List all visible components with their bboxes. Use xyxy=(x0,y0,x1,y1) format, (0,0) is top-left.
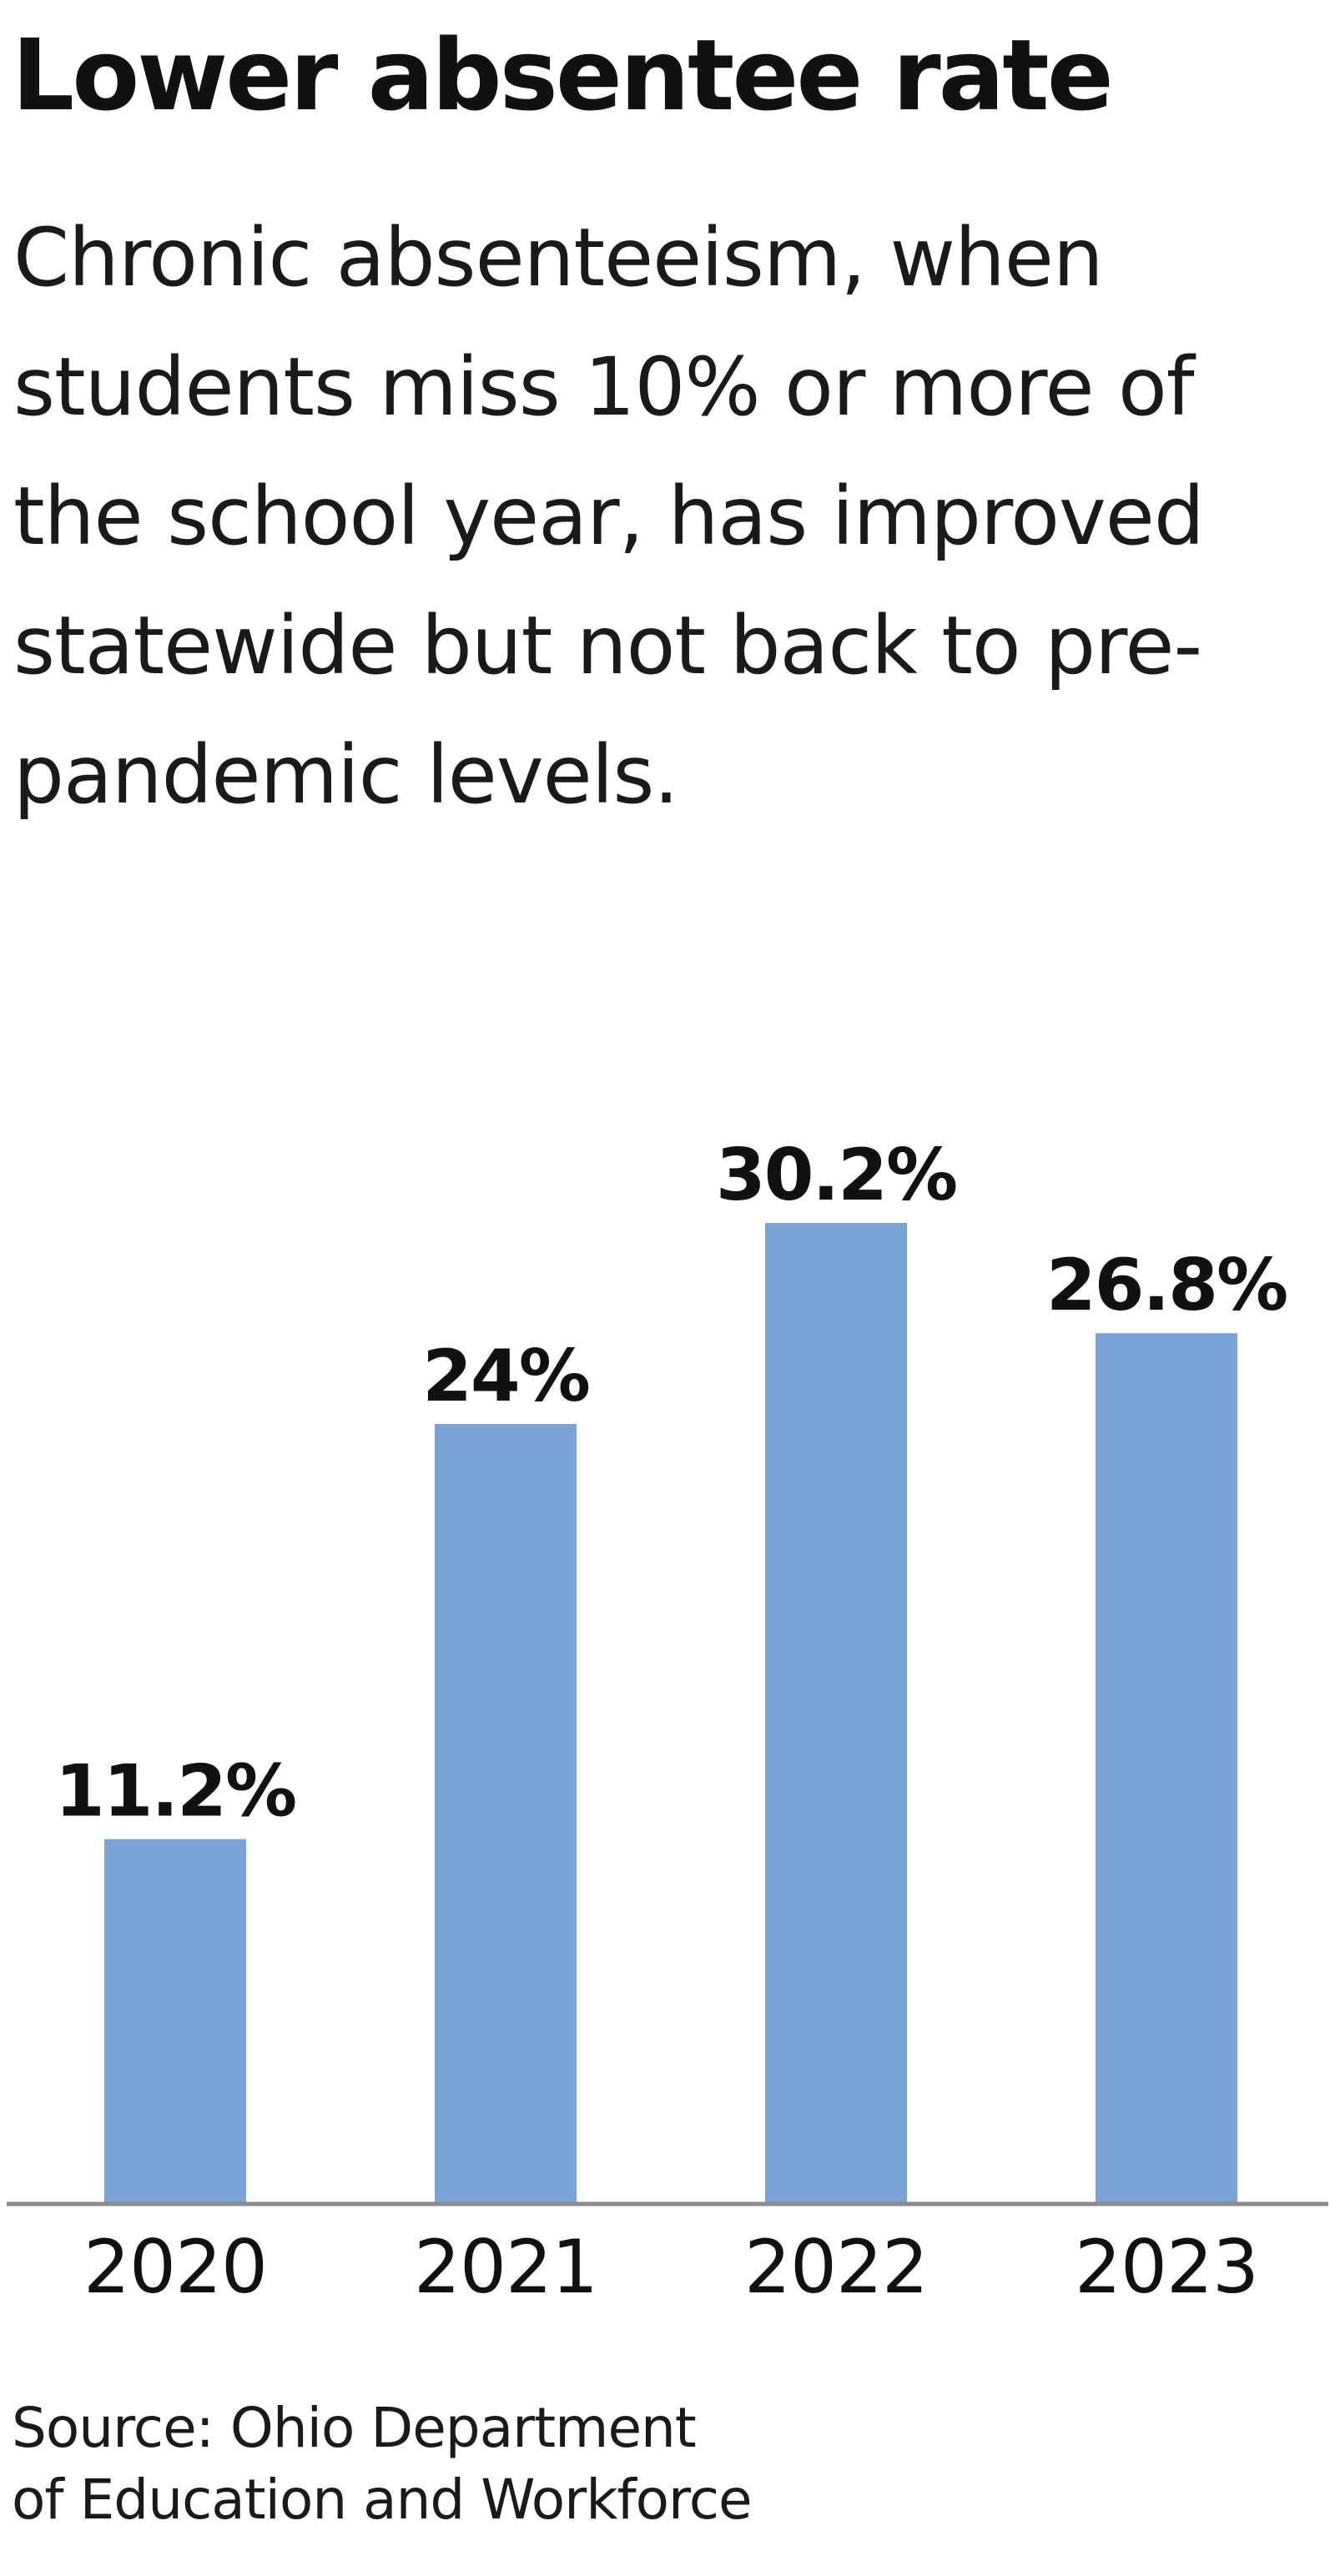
data-label-2023: 26.8% xyxy=(1046,1244,1287,1327)
data-label-2020: 11.2% xyxy=(55,1750,295,1834)
chart-subtitle: Chronic absenteeism, when students miss … xyxy=(13,211,1205,822)
data-label-2021: 24% xyxy=(422,1335,589,1418)
source-note: Source: Ohio Department of Education and… xyxy=(12,2392,1263,2536)
bar-chart: 11.2% 2020 24% 2021 30.2% 2022 26.8% 2023 xyxy=(7,1134,1328,2310)
x-tick-label-2021: 2021 xyxy=(414,2224,597,2310)
bar-2022 xyxy=(765,1223,907,2202)
bar-2023 xyxy=(1096,1333,1237,2202)
x-tick-label-2022: 2022 xyxy=(744,2224,928,2310)
bar-2020 xyxy=(104,1839,246,2202)
x-tick-label-2023: 2023 xyxy=(1075,2224,1258,2310)
source-line-1: Source: Ohio Department xyxy=(12,2396,697,2460)
bar-2021 xyxy=(435,1424,577,2202)
data-label-2022: 30.2% xyxy=(716,1134,956,1217)
chart-title: Lower absentee rate xyxy=(12,18,1114,133)
source-line-2: of Education and Workforce xyxy=(12,2468,753,2532)
x-tick-label-2020: 2020 xyxy=(83,2224,267,2310)
